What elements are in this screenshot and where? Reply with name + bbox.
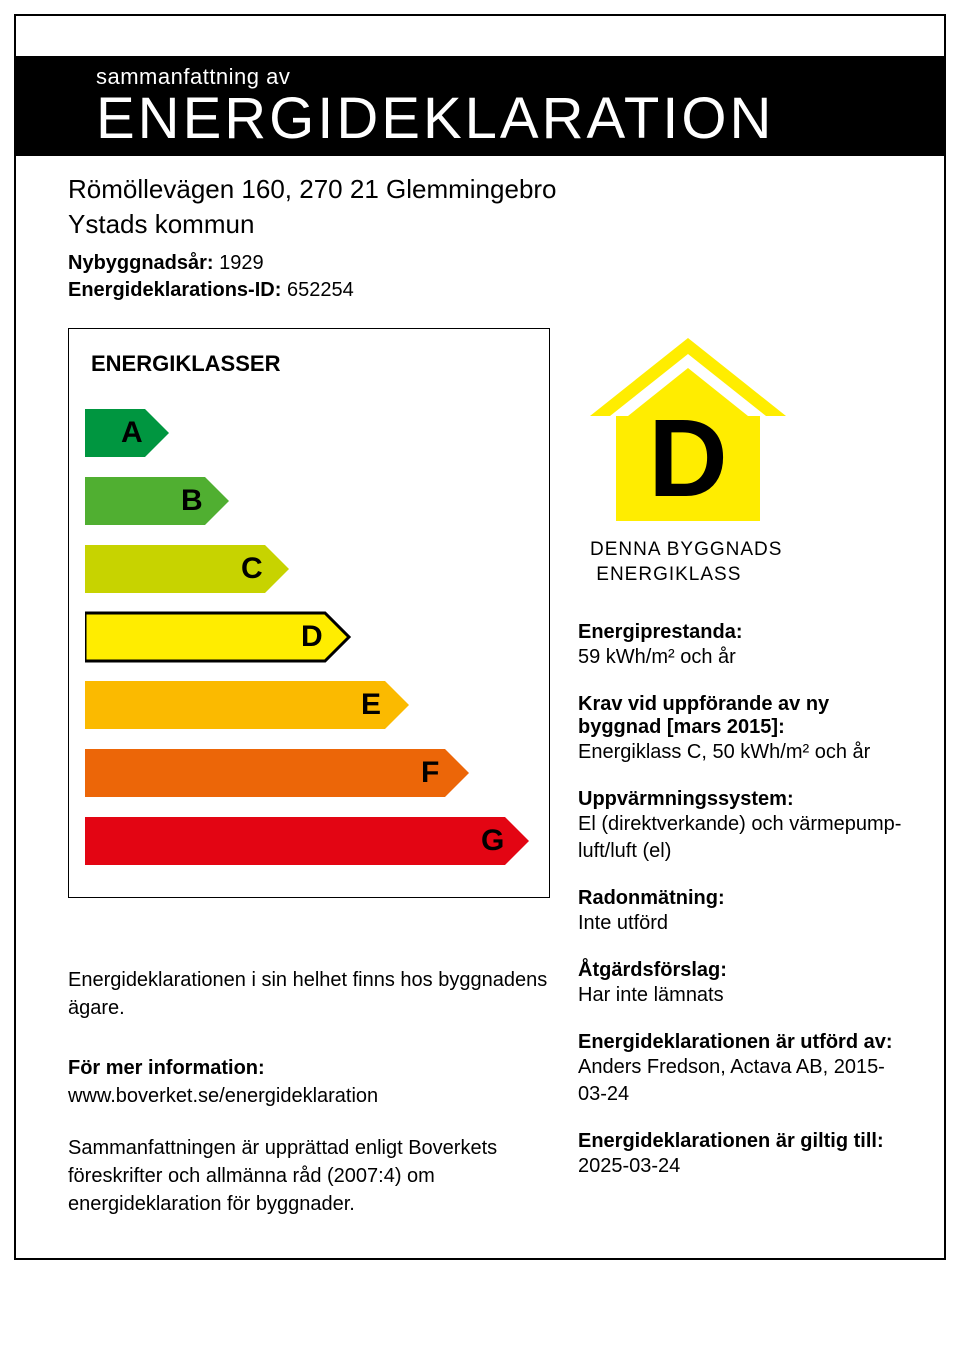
info-value: Inte utförd	[578, 910, 906, 937]
info-item-5: Energideklarationen är utförd av:Anders …	[578, 1031, 906, 1108]
property-address: Römöllevägen 160, 270 21 Glemmingebro	[68, 174, 906, 205]
two-column-layout: ENERGIKLASSER A B C D E F G Energideklaratione…	[68, 328, 906, 1218]
info-value: 2025-03-24	[578, 1153, 906, 1180]
energy-classes-box: ENERGIKLASSER A B C D E F G	[68, 328, 550, 898]
info-label: Energideklarationen är giltig till:	[578, 1130, 906, 1153]
info-value: Energiklass C, 50 kWh/m² och år	[578, 739, 906, 766]
info-label: Åtgärdsförslag:	[578, 959, 906, 982]
energy-class-label-c: C	[241, 552, 263, 586]
energy-class-arrow-b: B	[85, 473, 533, 529]
house-icon: D	[578, 336, 798, 526]
declaration-id-label: Energideklarations-ID:	[68, 279, 281, 301]
info-item-1: Krav vid uppförande av ny byggnad [mars …	[578, 693, 906, 766]
energy-class-label-b: B	[181, 484, 203, 518]
house-caption: DENNA BYGGNADS ENERGIKLASS	[578, 538, 906, 587]
property-info-list: Energiprestanda:59 kWh/m² och år Krav vid…	[578, 621, 906, 1180]
declaration-id-line: Energideklarations-ID: 652254	[68, 279, 906, 302]
property-municipality: Ystads kommun	[68, 209, 906, 240]
energy-class-label-f: F	[421, 756, 439, 790]
house-caption-line2: ENERGIKLASS	[596, 564, 741, 585]
declaration-id-value: 652254	[287, 279, 354, 301]
info-item-2: Uppvärmningssystem:El (direktverkande) o…	[578, 788, 906, 865]
info-value: 59 kWh/m² och år	[578, 644, 906, 671]
info-label: Uppvärmningssystem:	[578, 788, 906, 811]
right-column: D DENNA BYGGNADS ENERGIKLASS Energiprest…	[558, 328, 906, 1218]
info-label: Radonmätning:	[578, 887, 906, 910]
more-info-block: För mer information: www.boverket.se/ene…	[68, 1054, 550, 1110]
energy-class-arrows: A B C D E F G	[85, 405, 533, 869]
energy-declaration-page: sammanfattning av ENERGIDEKLARATION Römö…	[14, 14, 946, 1260]
info-value: El (direktverkande) och värmepump-luft/l…	[578, 811, 906, 865]
energy-class-label-e: E	[361, 688, 381, 722]
more-info-label: För mer information:	[68, 1057, 265, 1079]
header-title: ENERGIDEKLARATION	[96, 90, 944, 148]
energy-class-label-d: D	[301, 620, 323, 654]
summary-legal-note: Sammanfattningen är upprättad enligt Bov…	[68, 1134, 550, 1218]
energy-class-arrow-a: A	[85, 405, 533, 461]
year-built-value: 1929	[219, 252, 264, 274]
energy-class-arrow-e: E	[85, 677, 533, 733]
header-banner: sammanfattning av ENERGIDEKLARATION	[16, 56, 944, 156]
energy-class-arrow-g: G	[85, 813, 533, 869]
info-label: Energideklarationen är utförd av:	[578, 1031, 906, 1054]
energy-class-arrow-d: D	[85, 609, 533, 665]
info-value: Har inte lämnats	[578, 982, 906, 1009]
year-built-label: Nybyggnadsår:	[68, 252, 214, 274]
info-item-0: Energiprestanda:59 kWh/m² och år	[578, 621, 906, 671]
info-item-3: Radonmätning:Inte utförd	[578, 887, 906, 937]
content: Römöllevägen 160, 270 21 Glemmingebro Ys…	[16, 156, 944, 1258]
info-label: Krav vid uppförande av ny byggnad [mars …	[578, 693, 906, 739]
svg-text:D: D	[648, 397, 727, 520]
energy-class-arrow-f: F	[85, 745, 533, 801]
year-built-line: Nybyggnadsår: 1929	[68, 252, 906, 275]
info-value: Anders Fredson, Actava AB, 2015-03-24	[578, 1054, 906, 1108]
more-info-url: www.boverket.se/energideklaration	[68, 1085, 378, 1107]
house-rating-block: D DENNA BYGGNADS ENERGIKLASS	[578, 328, 906, 587]
info-item-6: Energideklarationen är giltig till:2025-…	[578, 1130, 906, 1180]
energy-class-label-g: G	[481, 824, 504, 858]
info-item-4: Åtgärdsförslag:Har inte lämnats	[578, 959, 906, 1009]
energy-class-arrow-c: C	[85, 541, 533, 597]
full-declaration-note: Energideklarationen i sin helhet finns h…	[68, 966, 550, 1022]
left-column: ENERGIKLASSER A B C D E F G Energideklaratione…	[68, 328, 550, 1218]
energy-classes-title: ENERGIKLASSER	[91, 351, 533, 377]
info-label: Energiprestanda:	[578, 621, 906, 644]
energy-class-label-a: A	[121, 416, 143, 450]
house-caption-line1: DENNA BYGGNADS	[590, 539, 782, 560]
